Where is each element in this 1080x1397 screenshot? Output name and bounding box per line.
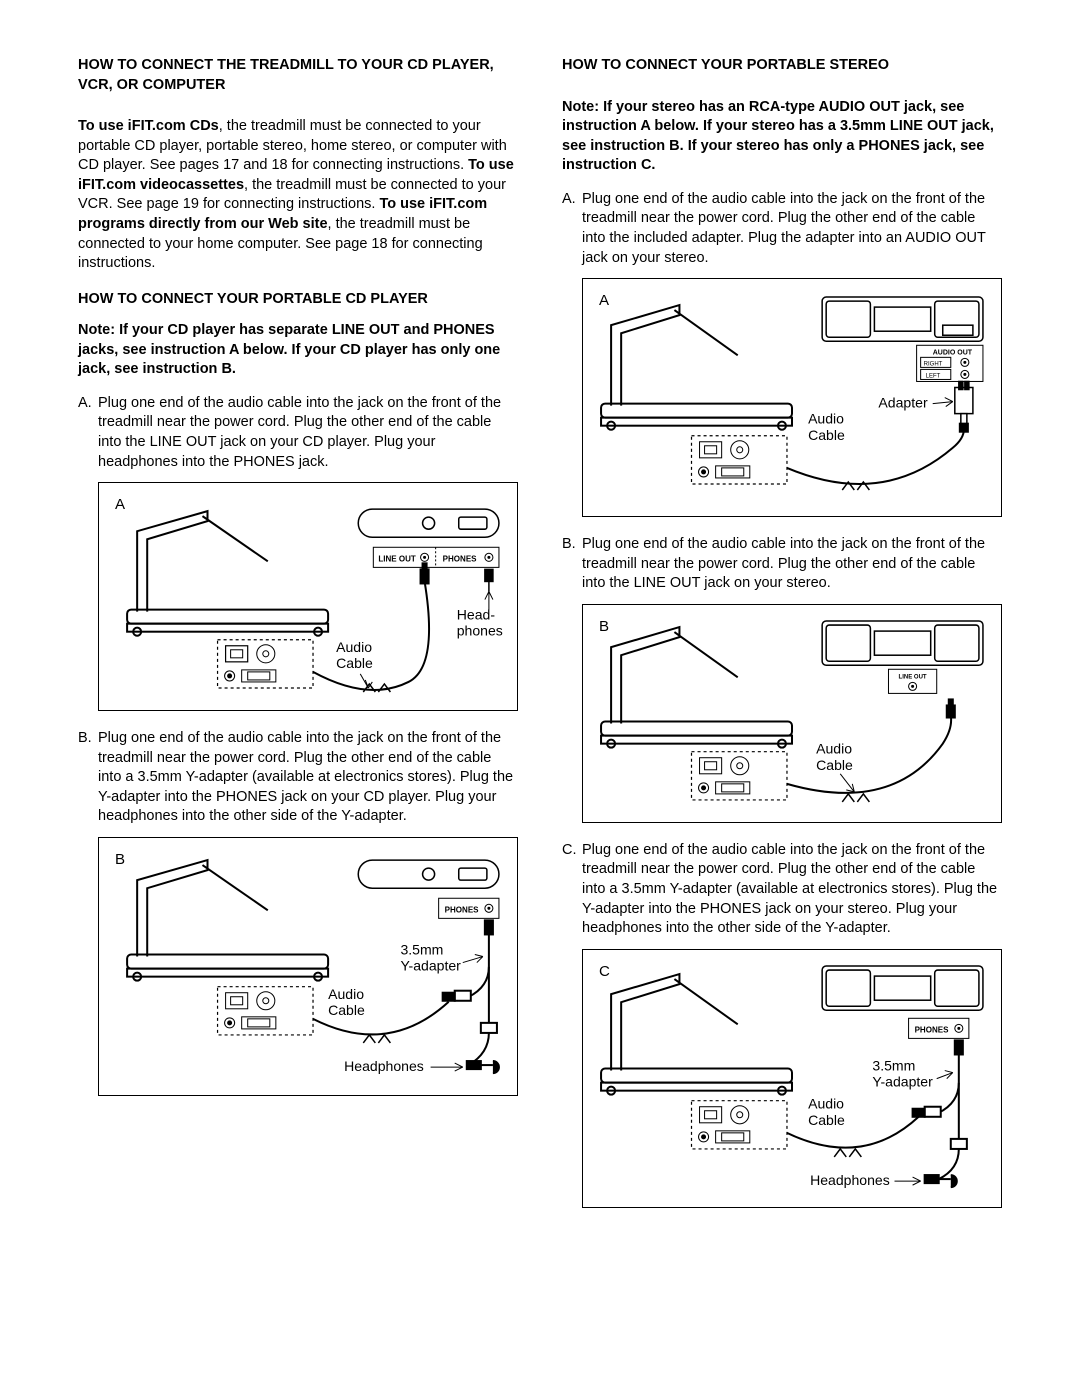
svg-text:LEFT: LEFT	[926, 374, 941, 380]
headphones-icon	[467, 1033, 499, 1073]
lineout-panel: LINE OUT	[888, 669, 936, 693]
svg-text:RIGHT: RIGHT	[924, 361, 943, 367]
treadmill-icon	[127, 860, 328, 981]
figure-stereo-b: B LINE OUT	[582, 604, 1002, 823]
right-column: HOW TO CONNECT YOUR PORTABLE STEREO Note…	[562, 56, 1002, 1226]
svg-text:LINE OUT: LINE OUT	[899, 674, 927, 680]
fig-label: A	[115, 496, 126, 513]
rca-panel: AUDIO OUT RIGHT LEFT	[917, 345, 983, 381]
step-b-stereo: B. Plug one end of the audio cable into …	[562, 535, 1002, 594]
jack-label-box: LINE OUT PHONES	[373, 547, 499, 567]
svg-text:Audio: Audio	[816, 741, 852, 757]
svg-text:Cable: Cable	[328, 1002, 365, 1018]
stereo-icon	[822, 966, 983, 1010]
svg-text:Audio: Audio	[336, 639, 372, 655]
svg-text:B: B	[115, 851, 125, 868]
y-adapter-icon	[455, 920, 497, 1033]
svg-text:phones: phones	[457, 623, 503, 639]
step-text: Plug one end of the audio cable into the…	[582, 535, 1002, 594]
left-column: HOW TO CONNECT THE TREADMILL TO YOUR CD …	[78, 56, 518, 1226]
svg-text:Audio: Audio	[808, 411, 844, 427]
svg-text:Headphones: Headphones	[810, 1172, 890, 1188]
audio-cable	[787, 699, 955, 802]
treadmill-jack-panel	[218, 987, 313, 1035]
svg-text:PHONES: PHONES	[443, 554, 478, 563]
y-adapter-icon	[925, 1040, 967, 1149]
svg-text:AUDIO OUT: AUDIO OUT	[933, 349, 973, 356]
svg-text:3.5mm: 3.5mm	[872, 1057, 915, 1073]
main-heading-right: HOW TO CONNECT YOUR PORTABLE STEREO	[562, 56, 1002, 76]
step-letter: C.	[562, 841, 582, 939]
step-a-cd: A. Plug one end of the audio cable into …	[78, 394, 518, 472]
treadmill-jack-panel	[692, 752, 787, 800]
figure-stereo-a: A	[582, 278, 1002, 517]
figure-cd-b: B PHONES	[98, 837, 518, 1096]
treadmill-icon	[601, 627, 792, 748]
step-text: Plug one end of the audio cable into the…	[98, 729, 518, 827]
treadmill-jack-panel	[692, 1100, 787, 1148]
cd-player-icon	[358, 509, 499, 537]
intro-paragraph: To use iFIT.com CDs, the treadmill must …	[78, 117, 518, 274]
note-cd: Note: If your CD player has separate LIN…	[78, 321, 518, 380]
headphones-icon	[925, 1149, 959, 1187]
cd-player-icon	[358, 860, 499, 888]
step-letter: B.	[78, 729, 98, 827]
svg-text:3.5mm: 3.5mm	[400, 942, 443, 958]
jack-label-box: PHONES	[439, 898, 499, 918]
step-text: Plug one end of the audio cable into the…	[582, 841, 1002, 939]
adapter-icon	[955, 382, 973, 424]
svg-text:A: A	[599, 292, 610, 309]
svg-text:Cable: Cable	[816, 757, 853, 773]
headphone-cable	[485, 570, 493, 592]
treadmill-icon	[601, 305, 792, 430]
audio-cable	[313, 563, 429, 692]
stereo-icon	[822, 621, 983, 665]
step-c-stereo: C. Plug one end of the audio cable into …	[562, 841, 1002, 939]
step-b-cd: B. Plug one end of the audio cable into …	[78, 729, 518, 827]
step-letter: A.	[78, 394, 98, 472]
sub-heading-cd: HOW TO CONNECT YOUR PORTABLE CD PLAYER	[78, 290, 518, 310]
step-letter: A.	[562, 190, 582, 268]
svg-text:Headphones: Headphones	[344, 1058, 424, 1074]
treadmill-jack-panel	[692, 436, 787, 484]
svg-text:B: B	[599, 618, 609, 635]
step-text: Plug one end of the audio cable into the…	[98, 394, 518, 472]
main-heading-left: HOW TO CONNECT THE TREADMILL TO YOUR CD …	[78, 56, 518, 95]
svg-text:PHONES: PHONES	[915, 1025, 950, 1034]
figure-cd-a: A LINE O	[98, 482, 518, 711]
svg-text:Adapter: Adapter	[878, 395, 928, 411]
svg-text:Cable: Cable	[808, 1111, 845, 1127]
svg-text:PHONES: PHONES	[445, 905, 480, 914]
svg-text:Y-adapter: Y-adapter	[400, 958, 461, 974]
stereo-icon	[822, 297, 983, 341]
svg-text:Cable: Cable	[808, 427, 845, 443]
step-a-stereo: A. Plug one end of the audio cable into …	[562, 190, 1002, 268]
treadmill-icon	[601, 974, 792, 1095]
treadmill-icon	[127, 511, 328, 636]
note-stereo: Note: If your stereo has an RCA-type AUD…	[562, 98, 1002, 176]
svg-text:Y-adapter: Y-adapter	[872, 1073, 933, 1089]
svg-text:Audio: Audio	[328, 986, 364, 1002]
phones-panel: PHONES	[909, 1018, 969, 1038]
figure-stereo-c: C PHONES	[582, 949, 1002, 1208]
svg-text:C: C	[599, 963, 610, 980]
svg-text:LINE OUT: LINE OUT	[378, 554, 416, 563]
step-text: Plug one end of the audio cable into the…	[582, 190, 1002, 268]
svg-text:Cable: Cable	[336, 655, 373, 671]
step-letter: B.	[562, 535, 582, 594]
svg-text:Audio: Audio	[808, 1095, 844, 1111]
treadmill-jack-panel	[218, 640, 313, 688]
svg-text:Head-: Head-	[457, 607, 496, 623]
